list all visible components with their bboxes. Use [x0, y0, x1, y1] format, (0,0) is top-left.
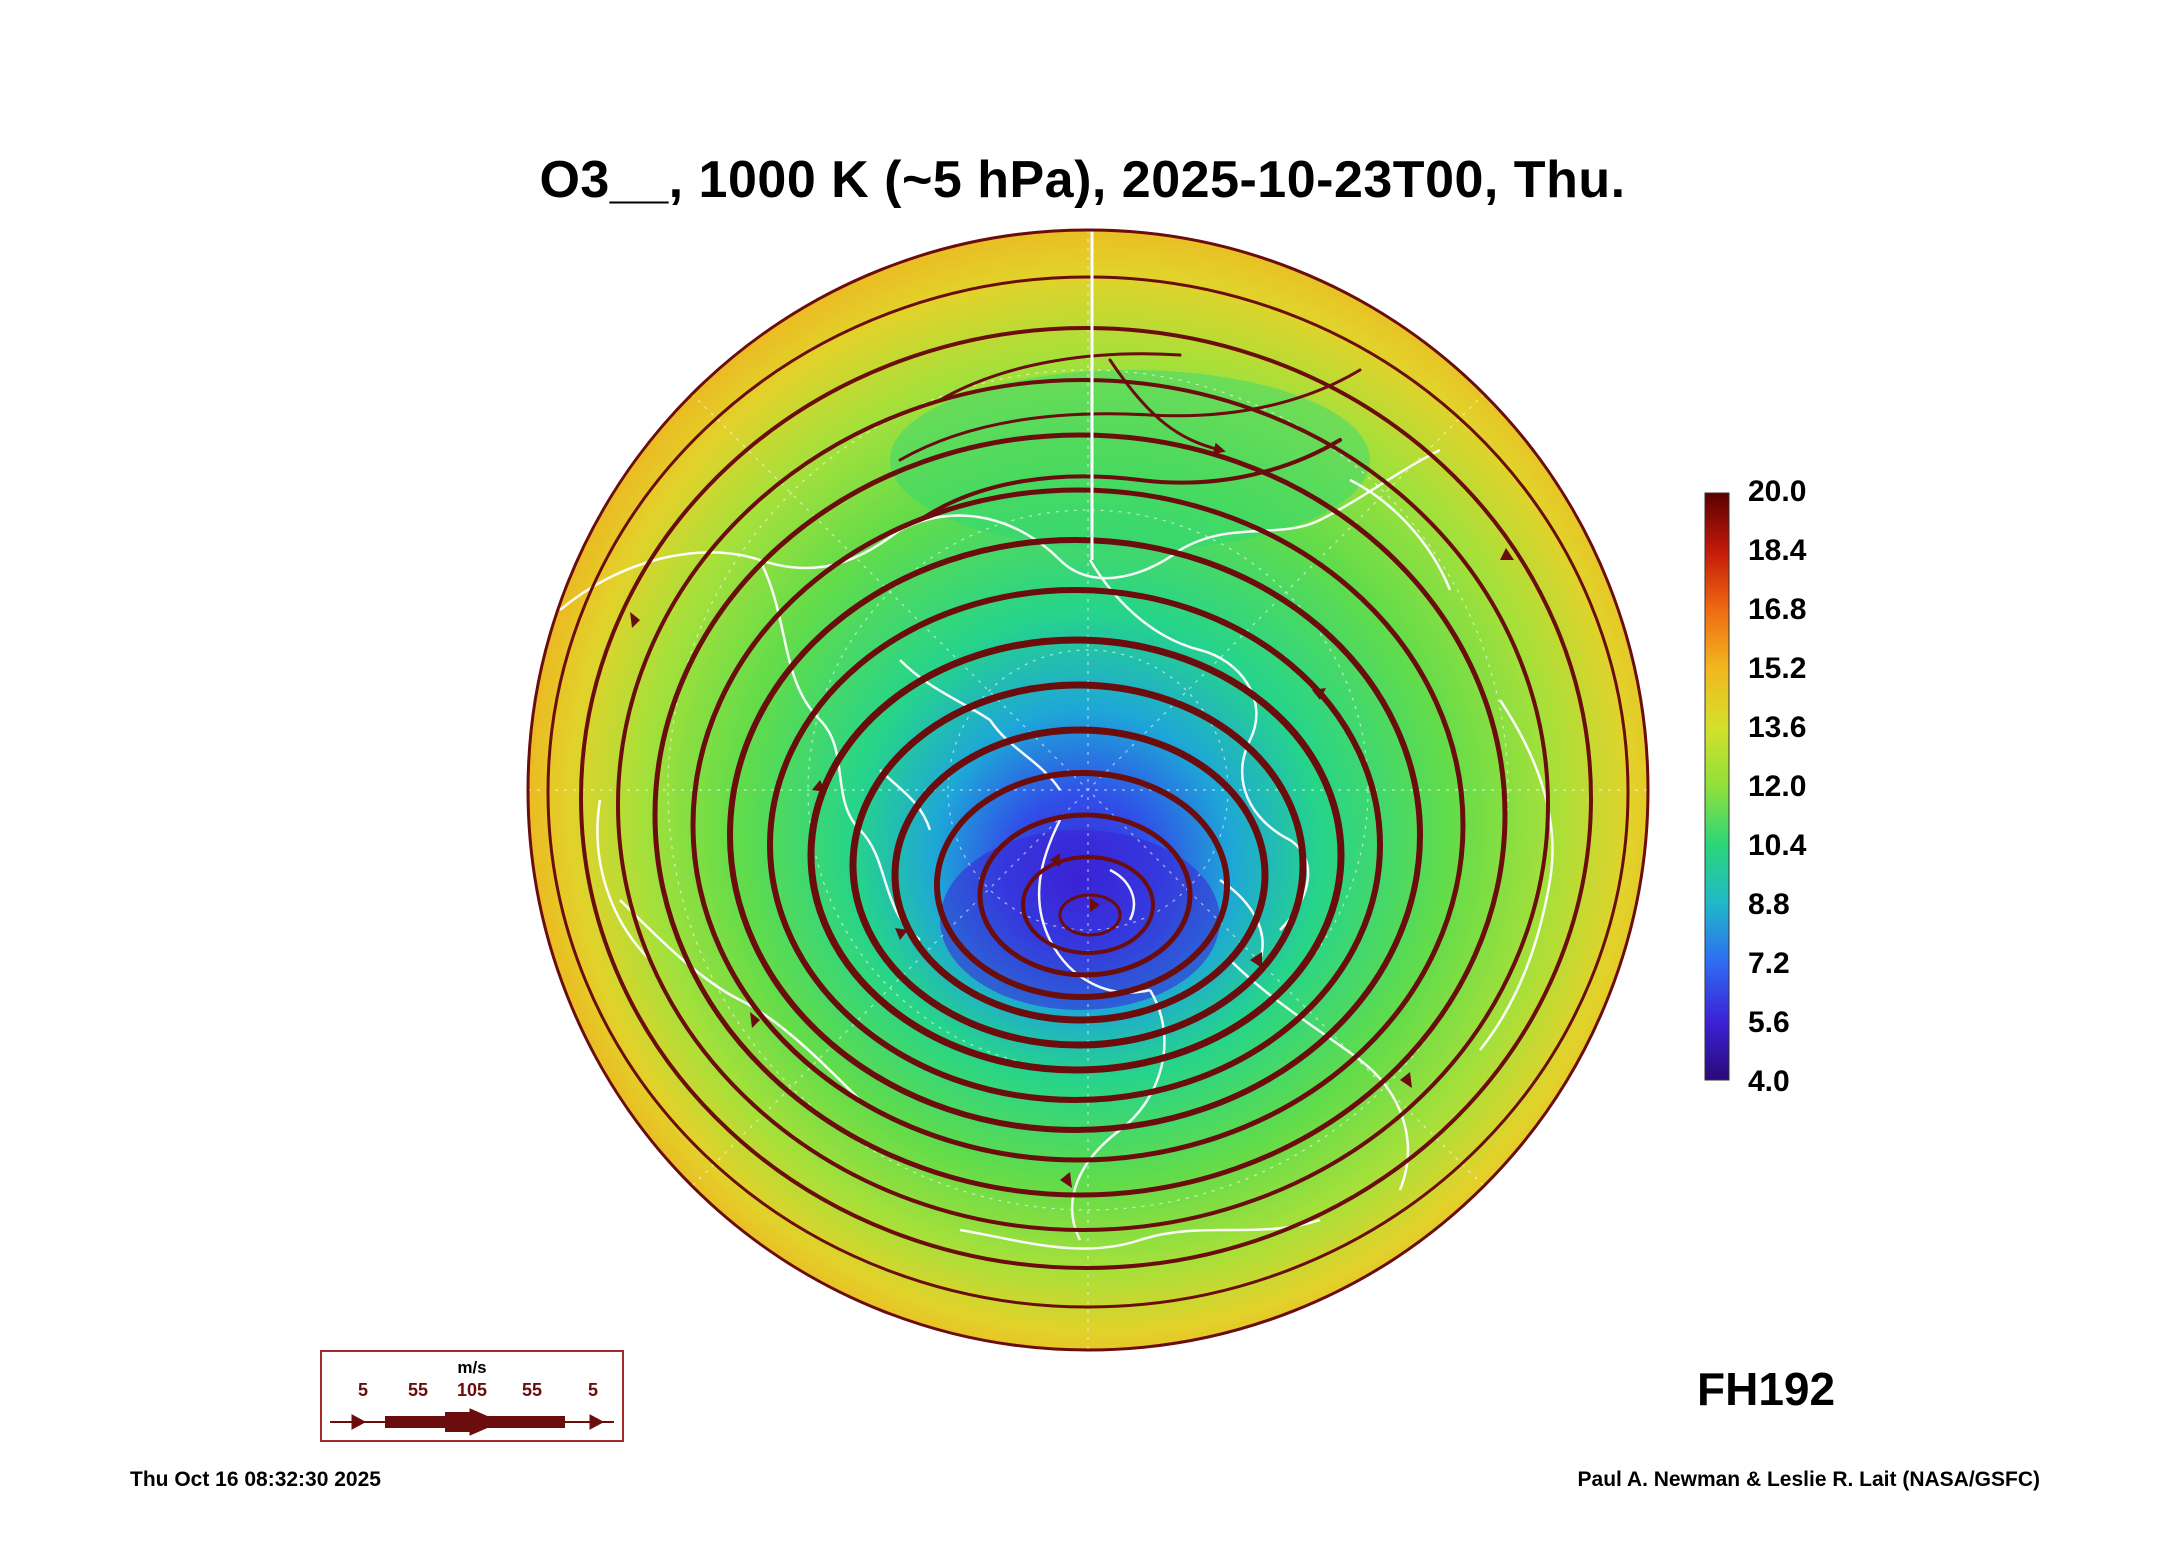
- map-title: O3__, 1000 K (~5 hPa), 2025-10-23T00, Th…: [539, 151, 1626, 209]
- globe-outline: [526, 228, 1650, 1352]
- wind-legend-tick: 105: [457, 1380, 488, 1400]
- colorbar-label: 5.6: [1748, 1006, 1790, 1039]
- upper-field-patch: [890, 370, 1370, 550]
- forecast-hour-label: FH192: [1697, 1363, 1836, 1415]
- wind-legend-unit: m/s: [457, 1358, 487, 1377]
- wind-legend-tick: 55: [408, 1380, 429, 1400]
- colorbar-label: 16.8: [1748, 593, 1807, 626]
- colorbar-label: 10.4: [1748, 829, 1807, 862]
- colorbar-label: 18.4: [1748, 534, 1807, 567]
- colorbar-label: 4.0: [1748, 1065, 1790, 1098]
- colorbar-bar: [1704, 492, 1730, 1081]
- colorbar-label: 12.0: [1748, 770, 1807, 803]
- colorbar-label: 8.8: [1748, 888, 1790, 921]
- footer-credit: Paul A. Newman & Leslie R. Lait (NASA/GS…: [1577, 1468, 2040, 1491]
- colorbar-label: 20.0: [1748, 475, 1807, 508]
- footer-timestamp: Thu Oct 16 08:32:30 2025: [130, 1468, 381, 1491]
- wind-legend-tick: 5: [588, 1380, 599, 1400]
- vortex-core: [940, 830, 1220, 1010]
- wind-legend: m/s 5 55 105 55 5: [320, 1350, 624, 1442]
- colorbar-label: 15.2: [1748, 652, 1807, 685]
- colorbar-label: 7.2: [1748, 947, 1790, 980]
- wind-streamlines: [546, 275, 1630, 1309]
- wind-legend-tick: 5: [358, 1380, 369, 1400]
- wind-legend-arrow: [330, 1408, 614, 1436]
- wind-legend-tick: 55: [522, 1380, 543, 1400]
- colorbar-label: 13.6: [1748, 711, 1807, 744]
